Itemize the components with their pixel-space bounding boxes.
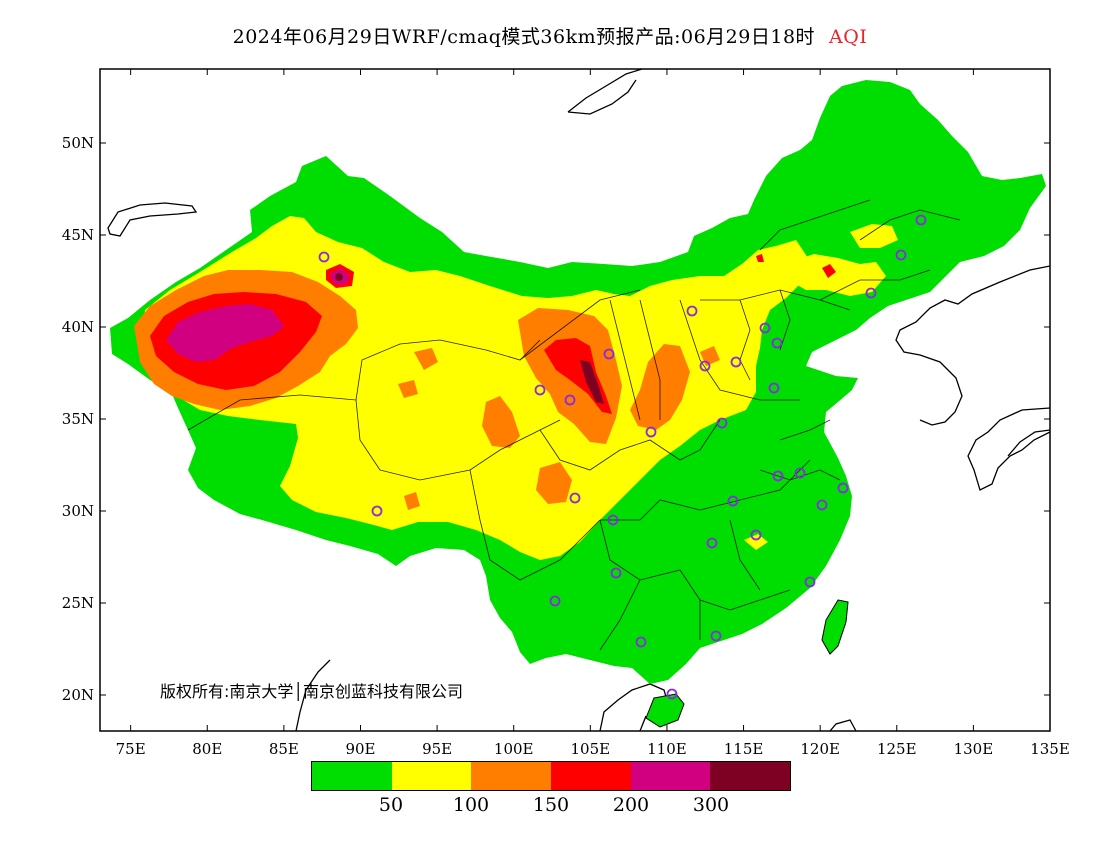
province-boundaries [187,199,961,651]
station-marker [727,495,739,507]
station-marker [710,630,722,642]
station-marker [610,567,622,579]
legend-label: 100 [452,794,490,816]
legend-swatch [551,762,631,790]
x-tick-label: 130E [954,740,994,758]
x-tick-label: 95E [422,740,452,758]
aqi-zone-orange-patch-1 [482,396,520,448]
station-marker [564,394,576,406]
x-tick-label: 120E [800,740,840,758]
y-tick-label: 40N [62,318,94,336]
station-marker [699,360,711,372]
legend-label: 200 [612,794,650,816]
station-marker [915,214,927,226]
y-tick-label: 35N [62,410,94,428]
y-tick-label: 25N [62,594,94,612]
legend-label: 150 [532,794,570,816]
aqi-zone-green-taiwan [821,599,849,655]
chart-title: 2024年06月29日WRF/cmaq模式36km预报产品:06月29日18时 A… [0,22,1100,49]
station-marker [716,417,728,429]
station-marker [794,467,806,479]
aqi-zone-green-hainan [645,693,685,728]
station-marker [645,426,657,438]
y-axis: 20N 25N 30N 35N 40N 45N 50N [62,134,1050,704]
title-text: 2024年06月29日WRF/cmaq模式36km预报产品:06月29日18时 [232,26,816,48]
aqi-zone-yellow-ne [790,254,886,296]
aqi-zone-red-hotspot-2 [822,264,836,278]
aqi-zone-orange-patch-2 [536,462,572,504]
legend-label: 50 [378,794,404,816]
x-tick-label: 125E [877,740,917,758]
aqi-zone-maroon-hotspot [335,273,343,281]
legend-swatch [710,762,791,790]
station-marker [534,384,546,396]
copyright-text: 版权所有:南京大学│南京创蓝科技有限公司 [160,681,463,701]
station-marker [318,251,330,263]
station-marker [865,287,877,299]
station-marker [706,537,718,549]
aqi-zone-orange-patch-4 [398,380,418,398]
legend-label: 300 [692,794,730,816]
y-tick-label: 20N [62,686,94,704]
x-tick-label: 115E [724,740,764,758]
x-tick-label: 105E [571,740,611,758]
station-marker [768,382,780,394]
legend-swatch [471,762,552,790]
color-legend [311,761,791,791]
y-tick-label: 45N [62,226,94,244]
aqi-zone-yellow-south [744,534,768,550]
station-marker [837,482,849,494]
x-tick-label: 110E [647,740,687,758]
station-marker [816,499,828,511]
station-marker [750,529,762,541]
station-marker [759,322,771,334]
legend-labels: 50 100 150 200 300 [0,794,1100,818]
station-marker [635,636,647,648]
station-marker [549,595,561,607]
aqi-zone-red-hotspot-3 [756,254,764,262]
aqi-zone-maroon-central [580,360,604,404]
plot-frame [99,68,1051,732]
station-marker [603,348,615,360]
map-plot-area: 版权所有:南京大学│南京创蓝科技有限公司 [107,69,1050,731]
station-marker [730,356,742,368]
legend-swatch [630,762,711,790]
variable-label: AQI [829,26,868,48]
station-marker [666,688,678,700]
x-axis: 75E 80E 85E 90E 95E 100E 105E 110E 115E 120E 125E 1… [116,69,1070,758]
y-tick-label: 30N [62,502,94,520]
station-marker [569,492,581,504]
x-tick-label: 80E [192,740,222,758]
station-marker [772,470,784,482]
monitoring-stations [318,214,927,700]
legend-swatch [312,762,392,790]
x-tick-label: 75E [116,740,146,758]
station-marker [607,514,619,526]
x-tick-label: 85E [269,740,299,758]
aqi-zone-orange-patch-3 [414,348,438,370]
x-tick-label: 100E [494,740,534,758]
station-marker [895,249,907,261]
aqi-zone-purple-west [166,304,284,362]
station-marker [771,337,783,349]
neighbor-coastlines [107,69,1050,731]
y-tick-label: 50N [62,134,94,152]
legend-swatch [391,762,472,790]
station-marker [804,576,816,588]
station-marker [686,305,698,317]
aqi-zone-yellow-ne2 [850,224,898,248]
aqi-zone-orange-patch-6 [404,492,420,510]
x-tick-label: 135E [1030,740,1070,758]
x-tick-label: 90E [345,740,375,758]
station-marker [371,505,383,517]
